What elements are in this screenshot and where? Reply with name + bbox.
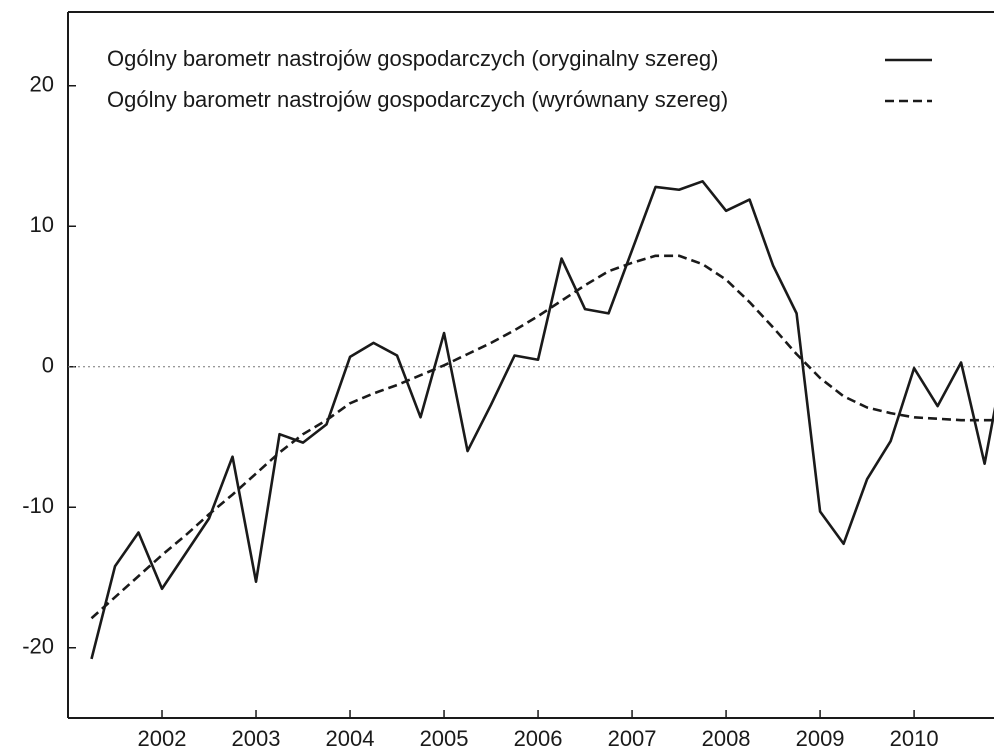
x-tick-label: 2006 (514, 726, 563, 751)
x-tick-label: 2002 (138, 726, 187, 751)
x-tick-label: 2004 (326, 726, 375, 751)
x-tick-label: 2007 (608, 726, 657, 751)
x-tick-label: 2010 (890, 726, 939, 751)
data-line (90, 179, 994, 660)
y-tick-label: 10 (30, 212, 54, 237)
x-tick-label: 2005 (420, 726, 469, 751)
y-tick-label: -10 (22, 493, 54, 518)
x-tick-label: 2008 (702, 726, 751, 751)
x-tick-label: 2003 (232, 726, 281, 751)
legend-label: Ogólny barometr nastrojów gospodarczych … (107, 46, 718, 71)
plot-area (90, 179, 994, 660)
data-line (90, 254, 994, 620)
y-tick-label: 20 (30, 72, 54, 97)
y-tick-label: -20 (22, 634, 54, 659)
x-tick-label: 2009 (796, 726, 845, 751)
legend-label: Ogólny barometr nastrojów gospodarczych … (107, 87, 728, 112)
y-tick-label: 0 (42, 353, 54, 378)
